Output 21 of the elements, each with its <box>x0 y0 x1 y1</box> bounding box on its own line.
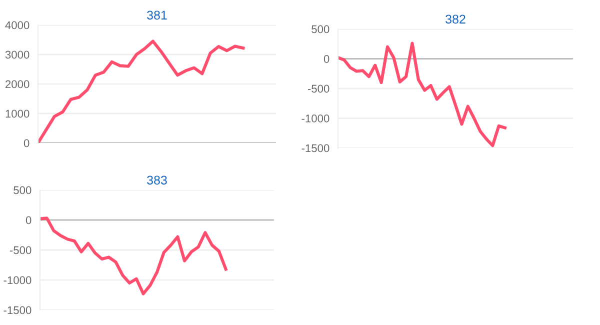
y-tick-label: 500 <box>14 186 32 194</box>
y-tick-label: 500 <box>312 25 330 34</box>
line-series <box>40 216 228 296</box>
y-tick-label: 0 <box>24 139 30 148</box>
y-tick-label: 4000 <box>5 21 30 30</box>
y-tick-label: 0 <box>324 55 330 63</box>
line-series <box>338 42 507 148</box>
y-tick-label: -1000 <box>4 276 32 284</box>
chart-title: 382 <box>446 14 466 24</box>
chart-title: 381 <box>147 10 167 20</box>
y-tick-label: -500 <box>308 84 330 93</box>
y-tick-label: 3000 <box>5 50 30 59</box>
y-tick-label: 1000 <box>6 110 30 118</box>
y-tick-label: -1500 <box>4 306 32 314</box>
line-series <box>38 40 245 143</box>
y-tick-label: -500 <box>10 246 32 254</box>
y-tick-label: 2000 <box>6 80 30 88</box>
y-tick-label: 0 <box>26 216 32 224</box>
chart-title: 383 <box>147 176 167 185</box>
y-tick-label: -1500 <box>302 144 330 152</box>
y-tick-label: -1000 <box>302 114 330 122</box>
